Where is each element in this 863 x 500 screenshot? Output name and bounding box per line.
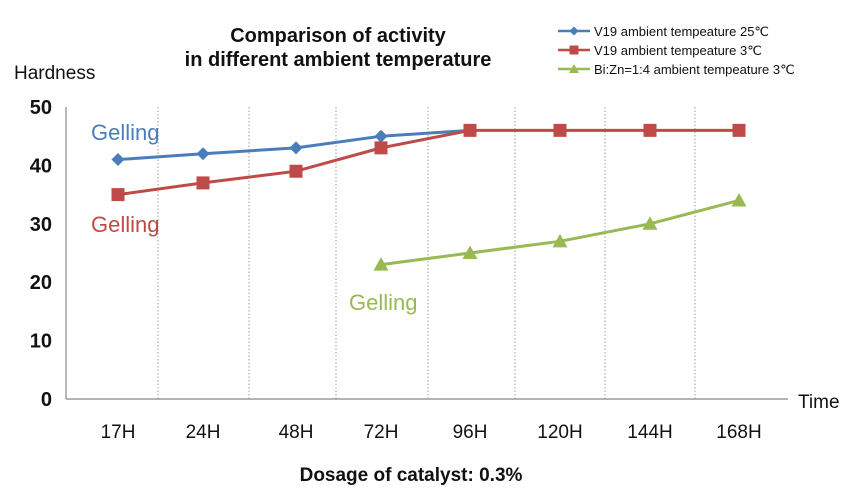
legend-marker-3 bbox=[569, 64, 579, 73]
x-tick-label: 72H bbox=[364, 422, 399, 443]
data-point-s3 bbox=[552, 233, 568, 248]
chart-title-line-2: in different ambient temperature bbox=[185, 49, 492, 71]
legend-label-1: V19 ambient tempeature 25℃ bbox=[594, 24, 769, 39]
data-point-s2 bbox=[289, 164, 303, 178]
axes bbox=[65, 107, 788, 400]
annotations: Gelling Gelling Gelling bbox=[91, 120, 417, 315]
y-tick-label: 20 bbox=[30, 272, 52, 294]
legend-marker-1 bbox=[569, 26, 579, 36]
y-tick-label: 50 bbox=[30, 97, 52, 119]
data-point-s2 bbox=[374, 141, 388, 155]
legend-label-3: Bi:Zn=1:4 ambient tempeature 3℃ bbox=[594, 62, 795, 77]
x-tick-label: 24H bbox=[186, 422, 221, 443]
series-line-3 bbox=[380, 198, 740, 267]
x-tick-label: 48H bbox=[279, 422, 314, 443]
x-tick-label: 17H bbox=[101, 422, 136, 443]
gelling-annotation-3: Gelling bbox=[349, 290, 417, 315]
x-tick-label: 144H bbox=[627, 422, 672, 443]
x-tick-label: 96H bbox=[453, 422, 488, 443]
gelling-annotation-2: Gelling bbox=[91, 212, 159, 237]
y-tick-label: 40 bbox=[30, 155, 52, 177]
chart-footer: Dosage of catalyst: 0.3% bbox=[300, 465, 523, 486]
x-tick-label: 168H bbox=[716, 422, 761, 443]
data-point-s2 bbox=[463, 123, 477, 137]
data-point-s1 bbox=[289, 141, 303, 155]
gelling-annotation-1: Gelling bbox=[91, 120, 159, 145]
data-point-s3 bbox=[462, 245, 478, 259]
y-axis-label: Hardness bbox=[14, 63, 95, 84]
data-point-s2 bbox=[111, 188, 125, 202]
data-point-s2 bbox=[643, 123, 657, 137]
series-markers bbox=[111, 123, 747, 271]
legend: V19 ambient tempeature 25℃ V19 ambient te… bbox=[558, 24, 795, 77]
legend-marker-2 bbox=[569, 45, 579, 55]
y-tick-label: 30 bbox=[30, 214, 52, 236]
series-line-2 bbox=[117, 128, 739, 197]
data-point-s1 bbox=[196, 147, 210, 161]
chart-title-line-1: Comparison of activity bbox=[230, 25, 446, 47]
y-tick-labels: 0 10 20 30 40 50 bbox=[30, 97, 52, 411]
y-tick-label: 10 bbox=[30, 331, 52, 353]
data-point-s3 bbox=[731, 192, 747, 207]
data-point-s1 bbox=[111, 153, 125, 167]
data-point-s3 bbox=[373, 257, 389, 271]
legend-label-2: V19 ambient tempeature 3℃ bbox=[594, 43, 762, 58]
data-point-s2 bbox=[196, 176, 210, 190]
x-tick-labels: 17H 24H 48H 72H 96H 120H 144H 168H bbox=[101, 422, 762, 443]
data-point-s3 bbox=[642, 216, 658, 230]
data-point-s2 bbox=[553, 123, 567, 137]
data-point-s2 bbox=[732, 123, 746, 137]
y-tick-label: 0 bbox=[41, 389, 52, 411]
x-tick-label: 120H bbox=[537, 422, 582, 443]
data-point-s1 bbox=[374, 129, 388, 143]
x-axis-label: Time bbox=[798, 392, 840, 413]
